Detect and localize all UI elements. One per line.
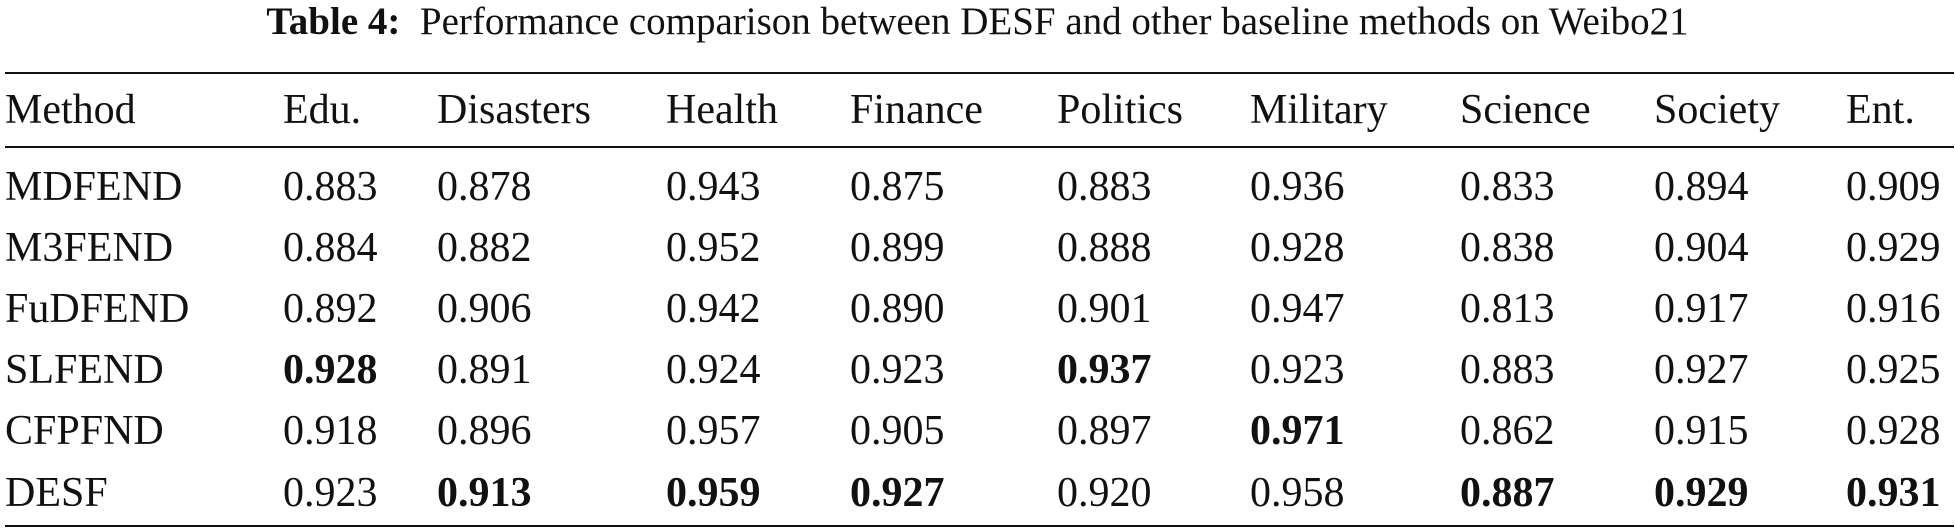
score-cell: 0.913 [437,470,532,516]
score-cell: 0.936 [1250,163,1345,210]
column-header-edu: Edu. [283,87,362,133]
score-cell: 0.927 [1654,346,1749,393]
method-cell: CFPFND [5,407,164,454]
score-cell: 0.928 [1846,407,1941,454]
table-body: MDFEND 0.883 0.878 0.943 0.875 0.883 0.936 0.83… [5,147,1954,526]
score-cell: 0.918 [283,407,378,454]
column-header-ent: Ent. [1846,87,1915,133]
score-cell: 0.920 [1057,470,1152,516]
score-cell: 0.923 [283,470,378,516]
score-cell: 0.882 [437,224,532,271]
score-cell: 0.924 [666,346,761,393]
score-cell: 0.923 [850,346,945,393]
column-header-finance: Finance [850,87,983,133]
score-cell: 0.942 [666,285,761,332]
score-cell: 0.925 [1846,346,1941,393]
score-cell: 0.928 [283,346,378,393]
table-caption: Table 4: Performance comparison between … [0,0,1955,66]
score-cell: 0.878 [437,163,532,210]
column-header-society: Society [1654,87,1780,133]
score-cell: 0.887 [1460,470,1555,516]
column-header-health: Health [666,87,778,133]
score-cell: 0.958 [1250,470,1345,516]
score-cell: 0.884 [283,224,378,271]
column-header-science: Science [1460,87,1591,133]
table-caption-label: Table 4: [266,0,401,43]
score-cell: 0.928 [1250,224,1345,271]
score-cell: 0.916 [1846,285,1941,332]
score-cell: 0.896 [437,407,532,454]
column-header-disasters: Disasters [437,87,591,133]
table-caption-text: Performance comparison between DESF and … [419,0,1689,43]
score-cell: 0.883 [1460,346,1555,393]
table-row: DESF 0.923 0.913 0.959 0.927 0.920 0.958 0.887 0… [5,461,1954,526]
score-cell: 0.888 [1057,224,1152,271]
score-cell: 0.909 [1846,163,1941,210]
score-cell: 0.931 [1846,470,1941,516]
column-header-politics: Politics [1057,87,1184,133]
score-cell: 0.971 [1250,407,1345,454]
score-cell: 0.927 [850,470,945,516]
score-cell: 0.883 [283,163,378,210]
score-cell: 0.959 [666,470,761,516]
score-cell: 0.899 [850,224,945,271]
score-cell: 0.929 [1846,224,1941,271]
score-cell: 0.947 [1250,285,1345,332]
score-cell: 0.929 [1654,470,1749,516]
score-cell: 0.883 [1057,163,1152,210]
method-cell: M3FEND [5,224,174,271]
score-cell: 0.862 [1460,407,1555,454]
score-cell: 0.937 [1057,346,1152,393]
score-cell: 0.901 [1057,285,1152,332]
score-cell: 0.957 [666,407,761,454]
score-cell: 0.897 [1057,407,1152,454]
score-cell: 0.917 [1654,285,1749,332]
score-cell: 0.838 [1460,224,1555,271]
table-row: CFPFND 0.918 0.896 0.957 0.905 0.897 0.971 0.86… [5,400,1954,461]
table-row: FuDFEND 0.892 0.906 0.942 0.890 0.901 0.947 0.8… [5,278,1954,339]
performance-table: Method Edu. Disasters Health Finance Pol… [5,72,1954,527]
score-cell: 0.943 [666,163,761,210]
table-row: SLFEND 0.928 0.891 0.924 0.923 0.937 0.923 0.88… [5,339,1954,400]
method-cell: FuDFEND [5,285,190,332]
table-row: MDFEND 0.883 0.878 0.943 0.875 0.883 0.936 0.83… [5,147,1954,217]
table-header-row: Method Edu. Disasters Health Finance Pol… [5,73,1954,147]
score-cell: 0.923 [1250,346,1345,393]
score-cell: 0.833 [1460,163,1555,210]
table-row: M3FEND 0.884 0.882 0.952 0.899 0.888 0.928 0.83… [5,217,1954,278]
method-cell: MDFEND [5,163,183,210]
column-header-military: Military [1250,87,1388,133]
score-cell: 0.892 [283,285,378,332]
score-cell: 0.891 [437,346,532,393]
score-cell: 0.890 [850,285,945,332]
score-cell: 0.894 [1654,163,1749,210]
score-cell: 0.875 [850,163,945,210]
score-cell: 0.813 [1460,285,1555,332]
score-cell: 0.952 [666,224,761,271]
score-cell: 0.905 [850,407,945,454]
score-cell: 0.906 [437,285,532,332]
method-cell: SLFEND [5,346,164,393]
score-cell: 0.915 [1654,407,1749,454]
score-cell: 0.904 [1654,224,1749,271]
method-cell: DESF [5,470,108,516]
column-header-method: Method [5,87,136,133]
